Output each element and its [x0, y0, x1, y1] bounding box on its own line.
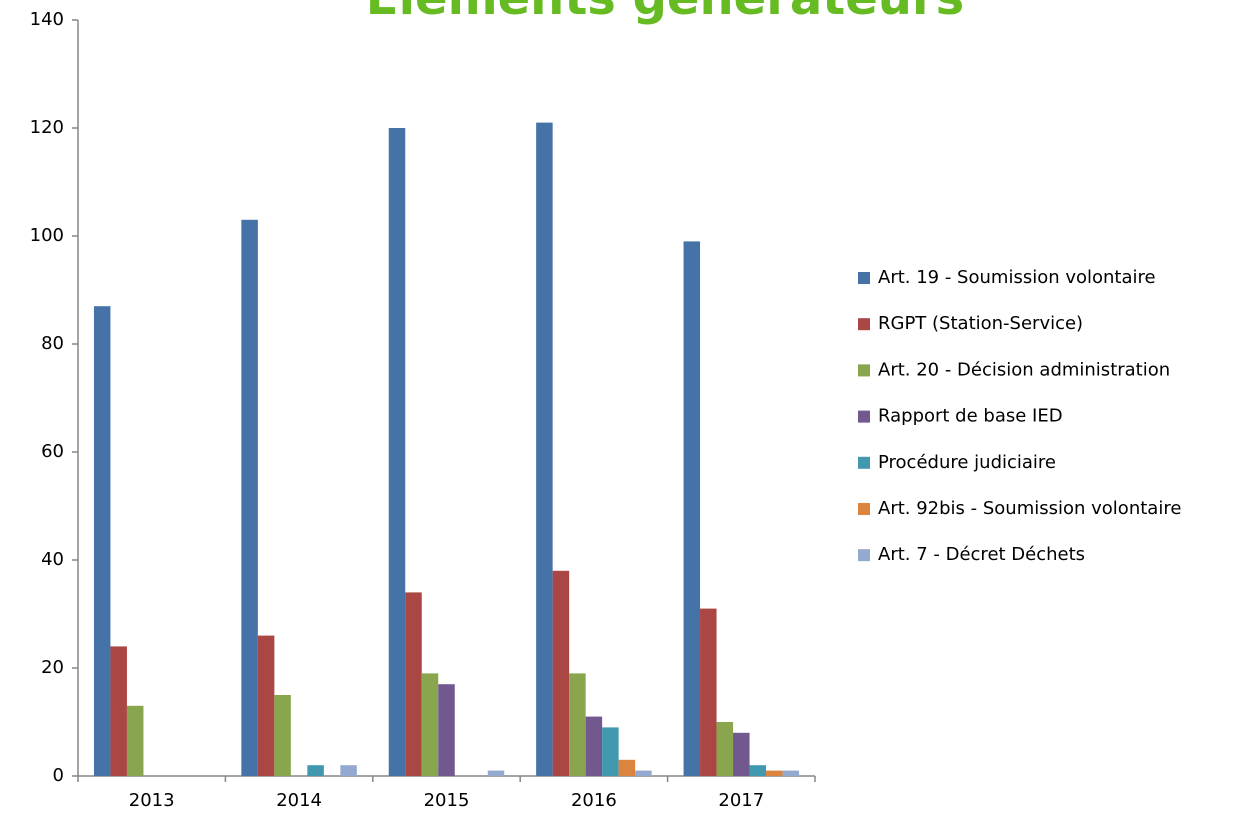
legend-swatch	[858, 456, 870, 469]
y-tick-label: 0	[53, 765, 64, 786]
bar	[257, 635, 275, 776]
legend-swatch	[858, 549, 870, 562]
bar	[487, 770, 505, 776]
y-tick-label: 40	[41, 549, 64, 570]
x-tick-label: 2016	[571, 790, 617, 811]
legend-swatch	[858, 364, 870, 377]
bar	[716, 722, 734, 776]
bar	[126, 705, 144, 776]
legend-label: Art. 19 - Soumission volontaire	[878, 267, 1156, 288]
bar	[700, 608, 717, 776]
y-tick-label: 80	[41, 333, 64, 354]
legend-label: Art. 20 - Décision administration	[878, 359, 1170, 380]
bar	[602, 727, 619, 776]
chart-title: Eléments générateurs	[366, 0, 964, 26]
legend-swatch	[858, 272, 870, 284]
legend-label: Art. 7 - Décret Déchets	[878, 544, 1085, 565]
bar	[635, 770, 652, 776]
bar	[552, 570, 570, 776]
bar	[766, 770, 783, 776]
x-tick-label: 2014	[276, 790, 322, 811]
bar	[733, 732, 750, 776]
bar	[421, 673, 439, 776]
legend-label: RGPT (Station-Service)	[878, 313, 1083, 334]
legend-swatch	[858, 503, 870, 515]
bar	[93, 306, 111, 776]
y-tick-label: 60	[41, 441, 64, 462]
y-tick-label: 140	[30, 9, 64, 30]
bar	[536, 122, 553, 777]
bar	[340, 765, 357, 776]
legend-label: Art. 92bis - Soumission volontaire	[878, 498, 1181, 519]
bar	[274, 695, 291, 776]
bar	[782, 770, 800, 776]
bar	[618, 759, 636, 776]
bar	[307, 765, 324, 776]
x-tick-label: 2015	[424, 790, 470, 811]
legend-label: Procédure judiciaire	[878, 452, 1056, 473]
legend-swatch	[858, 318, 870, 331]
bar	[388, 128, 406, 776]
bar	[585, 716, 603, 776]
bar	[683, 241, 701, 776]
bar	[241, 219, 258, 777]
y-tick-label: 100	[30, 225, 64, 246]
y-tick-label: 20	[41, 657, 64, 678]
bar	[110, 646, 127, 776]
legend-label: Rapport de base IED	[878, 406, 1063, 427]
bar	[405, 592, 422, 776]
y-tick-label: 120	[30, 117, 64, 138]
bar	[569, 673, 586, 776]
legend-swatch	[858, 410, 870, 423]
x-tick-label: 2013	[129, 790, 175, 811]
bar	[749, 765, 767, 776]
x-tick-label: 2017	[718, 790, 764, 811]
bar	[438, 684, 455, 776]
